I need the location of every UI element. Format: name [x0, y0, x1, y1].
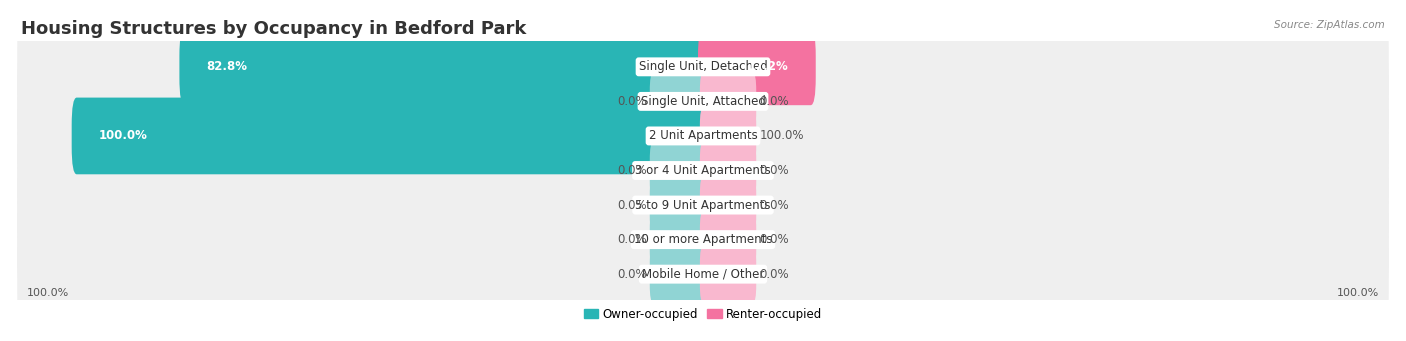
Text: 0.0%: 0.0%: [759, 95, 789, 108]
FancyBboxPatch shape: [650, 246, 706, 302]
FancyBboxPatch shape: [17, 0, 1389, 134]
Text: 100.0%: 100.0%: [27, 288, 69, 298]
FancyBboxPatch shape: [700, 108, 756, 164]
Text: 17.2%: 17.2%: [748, 60, 789, 73]
FancyBboxPatch shape: [17, 103, 1389, 238]
FancyBboxPatch shape: [700, 73, 756, 129]
Text: 2 Unit Apartments: 2 Unit Apartments: [648, 130, 758, 143]
Text: 0.0%: 0.0%: [759, 268, 789, 281]
FancyBboxPatch shape: [17, 138, 1389, 272]
FancyBboxPatch shape: [700, 177, 756, 233]
FancyBboxPatch shape: [697, 29, 815, 105]
Text: 0.0%: 0.0%: [617, 164, 647, 177]
FancyBboxPatch shape: [650, 73, 706, 129]
FancyBboxPatch shape: [700, 143, 756, 198]
FancyBboxPatch shape: [17, 34, 1389, 168]
FancyBboxPatch shape: [650, 143, 706, 198]
FancyBboxPatch shape: [72, 98, 709, 174]
FancyBboxPatch shape: [650, 212, 706, 268]
Legend: Owner-occupied, Renter-occupied: Owner-occupied, Renter-occupied: [579, 303, 827, 325]
Text: 0.0%: 0.0%: [617, 198, 647, 211]
Text: 0.0%: 0.0%: [617, 95, 647, 108]
Text: 82.8%: 82.8%: [207, 60, 247, 73]
Text: 100.0%: 100.0%: [98, 130, 148, 143]
Text: 0.0%: 0.0%: [759, 233, 789, 246]
Text: Mobile Home / Other: Mobile Home / Other: [641, 268, 765, 281]
Text: 0.0%: 0.0%: [759, 198, 789, 211]
Text: 0.0%: 0.0%: [759, 164, 789, 177]
Text: 5 to 9 Unit Apartments: 5 to 9 Unit Apartments: [636, 198, 770, 211]
FancyBboxPatch shape: [700, 212, 756, 268]
Text: Single Unit, Detached: Single Unit, Detached: [638, 60, 768, 73]
Text: Single Unit, Attached: Single Unit, Attached: [641, 95, 765, 108]
Text: 0.0%: 0.0%: [617, 233, 647, 246]
FancyBboxPatch shape: [180, 29, 709, 105]
Text: 3 or 4 Unit Apartments: 3 or 4 Unit Apartments: [636, 164, 770, 177]
Text: 100.0%: 100.0%: [759, 130, 804, 143]
FancyBboxPatch shape: [17, 69, 1389, 203]
Text: 0.0%: 0.0%: [617, 268, 647, 281]
Text: Source: ZipAtlas.com: Source: ZipAtlas.com: [1274, 20, 1385, 30]
Text: 10 or more Apartments: 10 or more Apartments: [634, 233, 772, 246]
FancyBboxPatch shape: [17, 207, 1389, 341]
FancyBboxPatch shape: [650, 177, 706, 233]
FancyBboxPatch shape: [700, 246, 756, 302]
FancyBboxPatch shape: [17, 173, 1389, 307]
Text: Housing Structures by Occupancy in Bedford Park: Housing Structures by Occupancy in Bedfo…: [21, 20, 526, 39]
Text: 100.0%: 100.0%: [1337, 288, 1379, 298]
